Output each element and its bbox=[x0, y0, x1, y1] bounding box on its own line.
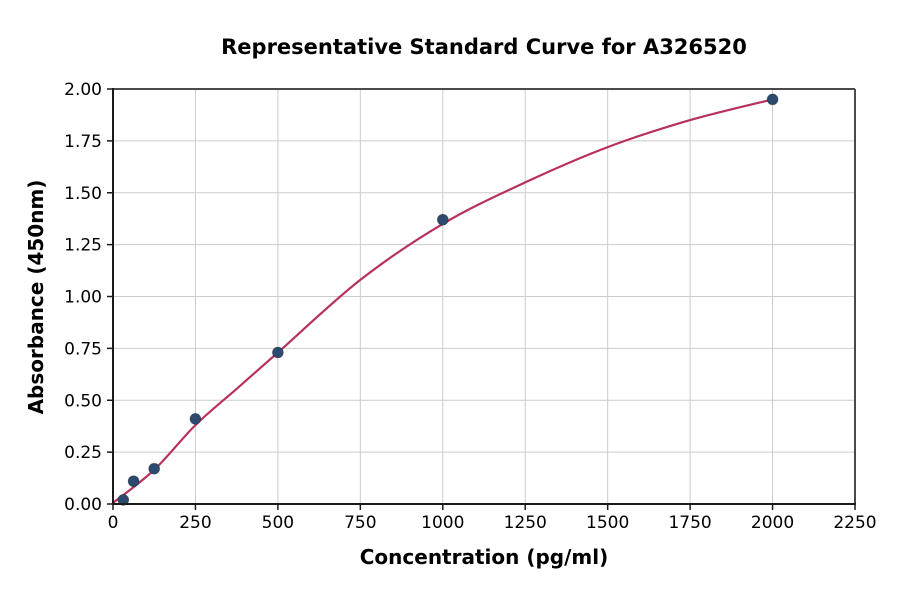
y-tick-label: 0.25 bbox=[64, 443, 102, 463]
data-point bbox=[436, 213, 449, 226]
y-tick-label: 0.00 bbox=[64, 495, 102, 515]
y-axis-label: Absorbance (450nm) bbox=[24, 179, 48, 415]
x-tick-label: 2000 bbox=[751, 513, 794, 533]
x-tick-label: 0 bbox=[108, 513, 119, 533]
data-point bbox=[117, 493, 130, 506]
x-tick-label: 1250 bbox=[504, 513, 547, 533]
chart-title: Representative Standard Curve for A32652… bbox=[221, 35, 747, 59]
y-tick-label: 1.50 bbox=[64, 184, 102, 204]
data-point bbox=[148, 462, 161, 475]
y-tick-label: 1.25 bbox=[64, 236, 102, 256]
data-point bbox=[271, 346, 284, 359]
y-tick-label: 1.75 bbox=[64, 132, 102, 152]
data-point bbox=[766, 93, 779, 106]
x-tick-label: 1500 bbox=[586, 513, 629, 533]
x-axis-label: Concentration (pg/ml) bbox=[359, 545, 609, 569]
x-tick-label: 2250 bbox=[833, 513, 876, 533]
y-tick-label: 0.75 bbox=[64, 339, 102, 359]
x-tick-label: 500 bbox=[262, 513, 294, 533]
x-tick-label: 750 bbox=[344, 513, 376, 533]
y-tick-label: 0.50 bbox=[64, 391, 102, 411]
x-tick-label: 250 bbox=[179, 513, 211, 533]
data-point bbox=[189, 412, 202, 425]
x-tick-label: 1750 bbox=[668, 513, 711, 533]
y-tick-label: 1.00 bbox=[64, 288, 102, 308]
fit-curve bbox=[111, 98, 774, 505]
x-tick-label: 1000 bbox=[421, 513, 464, 533]
data-point bbox=[127, 475, 140, 488]
y-tick-label: 2.00 bbox=[64, 80, 102, 100]
